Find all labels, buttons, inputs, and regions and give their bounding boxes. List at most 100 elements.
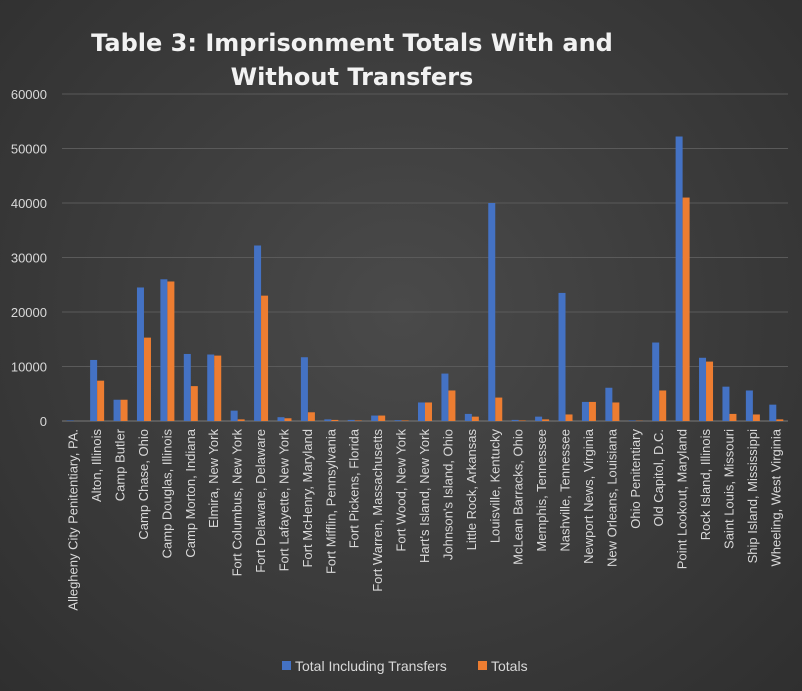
x-tick-label-fort-pickens-florida: Fort Pickens, Florida bbox=[347, 428, 362, 548]
x-tick-label-mclean-barracks-ohio: McLean Barracks, Ohio bbox=[511, 429, 526, 565]
x-axis-tick-labels: Allegheny City Penitentiary, PA. Alton, I… bbox=[66, 428, 784, 610]
bar-total-including-transfers-fort-delaware-delaware bbox=[254, 245, 262, 421]
bar-total-including-transfers-camp-douglas-illinois bbox=[160, 279, 168, 421]
bar-total-including-transfers-old-capitol-d-c bbox=[652, 342, 660, 421]
x-tick-label-wheeling-west-virginia: Wheeling, West Virginia bbox=[768, 428, 783, 566]
x-tick-label-fort-delaware-delaware: Fort Delaware, Delaware bbox=[253, 429, 268, 573]
bar-total-including-transfers-fort-pickens-florida bbox=[347, 419, 355, 421]
x-tick-label-hart-s-island-new-york: Hart's Island, New York bbox=[417, 429, 432, 563]
bar-total-including-transfers-camp-chase-ohio bbox=[136, 287, 144, 421]
x-tick-label-little-rock-arkansas: Little Rock, Arkansas bbox=[464, 429, 479, 551]
bar-total-including-transfers-point-lookout-maryland bbox=[675, 136, 683, 421]
x-tick-label-point-lookout-maryland: Point Lookout, Maryland bbox=[675, 429, 690, 569]
legend-swatch-total-including-transfers bbox=[282, 661, 291, 670]
bar-totals-new-orleans-louisiana bbox=[612, 402, 620, 421]
bar-total-including-transfers-wheeling-west-virginia bbox=[769, 404, 777, 421]
bar-total-including-transfers-little-rock-arkansas bbox=[464, 413, 472, 421]
x-tick-label-rock-island-illinois: Rock Island, Illinois bbox=[698, 429, 713, 541]
bar-total-including-transfers-fort-mifflin-pennsylvania bbox=[324, 419, 332, 421]
y-tick-label: 10000 bbox=[11, 360, 47, 375]
bar-totals-camp-butler bbox=[120, 399, 128, 421]
bar-total-including-transfers-fort-wood-new-york bbox=[394, 420, 402, 421]
x-tick-label-camp-butler: Camp Butler bbox=[113, 428, 128, 501]
legend-label-totals: Totals bbox=[491, 658, 528, 674]
bar-total-including-transfers-ship-island-mississippi bbox=[745, 390, 753, 421]
bar-total-including-transfers-ohio-penitentiary bbox=[628, 420, 636, 421]
bar-totals-saint-louis-missouri bbox=[729, 413, 737, 421]
x-tick-label-ship-island-mississippi: Ship Island, Mississippi bbox=[745, 429, 760, 563]
chart-title-line-1: Table 3: Imprisonment Totals With and bbox=[91, 29, 613, 57]
x-tick-label-fort-lafayette-new-york: Fort Lafayette, New York bbox=[276, 429, 291, 572]
bar-total-including-transfers-new-orleans-louisiana bbox=[605, 387, 613, 421]
bar-total-including-transfers-nashville-tennessee bbox=[558, 292, 566, 421]
x-tick-label-elmira-new-york: Elmira, New York bbox=[206, 429, 221, 528]
bar-totals-louisville-kentucky bbox=[495, 397, 503, 421]
bar-totals-camp-douglas-illinois bbox=[167, 281, 175, 421]
x-tick-label-ohio-penitentiary: Ohio Penitentiary bbox=[628, 429, 643, 529]
bar-totals-point-lookout-maryland bbox=[682, 197, 690, 421]
bar-total-including-transfers-fort-lafayette-new-york bbox=[277, 417, 285, 421]
bar-total-including-transfers-camp-morton-indiana bbox=[183, 353, 191, 421]
bar-totals-old-capitol-d-c bbox=[659, 390, 667, 421]
x-tick-label-fort-mifflin-pennsylvania: Fort Mifflin, Pennsylvania bbox=[323, 428, 338, 574]
chart-title: Table 3: Imprisonment Totals With and Wi… bbox=[91, 29, 613, 91]
legend: Total Including Transfers Totals bbox=[282, 658, 528, 674]
bar-total-including-transfers-elmira-new-york bbox=[207, 354, 215, 421]
bar-totals-fort-lafayette-new-york bbox=[284, 418, 292, 421]
bar-total-including-transfers-louisville-kentucky bbox=[488, 203, 496, 421]
x-tick-label-louisville-kentucky: Louisville, Kentucky bbox=[487, 429, 502, 544]
bar-total-including-transfers-fort-warren-massachusetts bbox=[371, 415, 379, 421]
bar-total-including-transfers-rock-island-illinois bbox=[699, 357, 707, 421]
bar-totals-memphis-tennessee bbox=[542, 419, 550, 421]
bar-totals-ship-island-mississippi bbox=[752, 414, 760, 421]
x-tick-label-saint-louis-missouri: Saint Louis, Missouri bbox=[721, 429, 736, 549]
bar-total-including-transfers-fort-columbus-new-york bbox=[230, 410, 238, 421]
chart-title-line-2: Without Transfers bbox=[231, 63, 474, 91]
x-tick-label-fort-mchenry-maryland: Fort McHenry, Maryland bbox=[300, 429, 315, 567]
x-tick-label-allegheny-city-penitentiary-pa: Allegheny City Penitentiary, PA. bbox=[66, 429, 81, 611]
bars bbox=[66, 136, 784, 421]
bar-total-including-transfers-hart-s-island-new-york bbox=[418, 402, 425, 421]
bar-totals-fort-mifflin-pennsylvania bbox=[331, 419, 339, 421]
bar-total-including-transfers-alton-illinois bbox=[90, 359, 98, 421]
x-tick-label-memphis-tennessee: Memphis, Tennessee bbox=[534, 429, 549, 552]
y-tick-label: 40000 bbox=[11, 196, 47, 211]
bar-totals-fort-mchenry-maryland bbox=[307, 412, 315, 421]
bar-totals-nashville-tennessee bbox=[565, 414, 573, 421]
x-tick-label-johnson-s-island-ohio: Johnson's Island, Ohio bbox=[440, 429, 455, 560]
bar-totals-little-rock-arkansas bbox=[471, 416, 479, 421]
x-tick-label-camp-douglas-illinois: Camp Douglas, Illinois bbox=[159, 429, 174, 559]
x-tick-label-fort-columbus-new-york: Fort Columbus, New York bbox=[230, 429, 245, 577]
x-tick-label-camp-chase-ohio: Camp Chase, Ohio bbox=[136, 429, 151, 540]
bar-totals-alton-illinois bbox=[97, 380, 105, 421]
bar-total-including-transfers-mclean-barracks-ohio bbox=[511, 419, 519, 421]
x-tick-label-fort-warren-massachusetts: Fort Warren, Massachusetts bbox=[370, 429, 385, 592]
bar-totals-hart-s-island-new-york bbox=[425, 402, 432, 421]
bar-totals-wheeling-west-virginia bbox=[776, 419, 784, 421]
y-tick-label: 30000 bbox=[11, 251, 47, 266]
bar-totals-mclean-barracks-ohio bbox=[518, 420, 526, 421]
legend-swatch-totals bbox=[478, 661, 487, 670]
y-tick-label: 50000 bbox=[11, 142, 47, 157]
x-tick-label-fort-wood-new-york: Fort Wood, New York bbox=[394, 429, 409, 552]
y-axis-tick-labels: 0 10000 20000 30000 40000 50000 60000 bbox=[11, 87, 47, 429]
y-tick-label: 20000 bbox=[11, 305, 47, 320]
x-tick-label-old-capitol-d-c: Old Capitol, D.C. bbox=[651, 429, 666, 527]
gridlines bbox=[62, 93, 788, 422]
bar-total-including-transfers-allegheny-city-penitentiary-pa bbox=[66, 420, 74, 421]
bar-totals-rock-island-illinois bbox=[706, 361, 714, 421]
y-tick-label: 60000 bbox=[11, 87, 47, 102]
legend-label-total-including-transfers: Total Including Transfers bbox=[295, 658, 447, 674]
bar-totals-fort-columbus-new-york bbox=[237, 419, 245, 421]
bar-total-including-transfers-newport-news-virginia bbox=[581, 401, 589, 421]
bar-total-including-transfers-saint-louis-missouri bbox=[722, 386, 730, 421]
bar-totals-elmira-new-york bbox=[214, 355, 222, 421]
bar-total-including-transfers-johnson-s-island-ohio bbox=[441, 373, 449, 421]
bar-totals-camp-chase-ohio bbox=[143, 337, 151, 421]
bar-totals-fort-pickens-florida bbox=[354, 420, 362, 421]
x-tick-label-nashville-tennessee: Nashville, Tennessee bbox=[558, 429, 573, 552]
bar-totals-johnson-s-island-ohio bbox=[448, 390, 456, 421]
bar-total-including-transfers-camp-butler bbox=[113, 399, 121, 421]
x-tick-label-new-orleans-louisiana: New Orleans, Louisiana bbox=[604, 428, 619, 567]
